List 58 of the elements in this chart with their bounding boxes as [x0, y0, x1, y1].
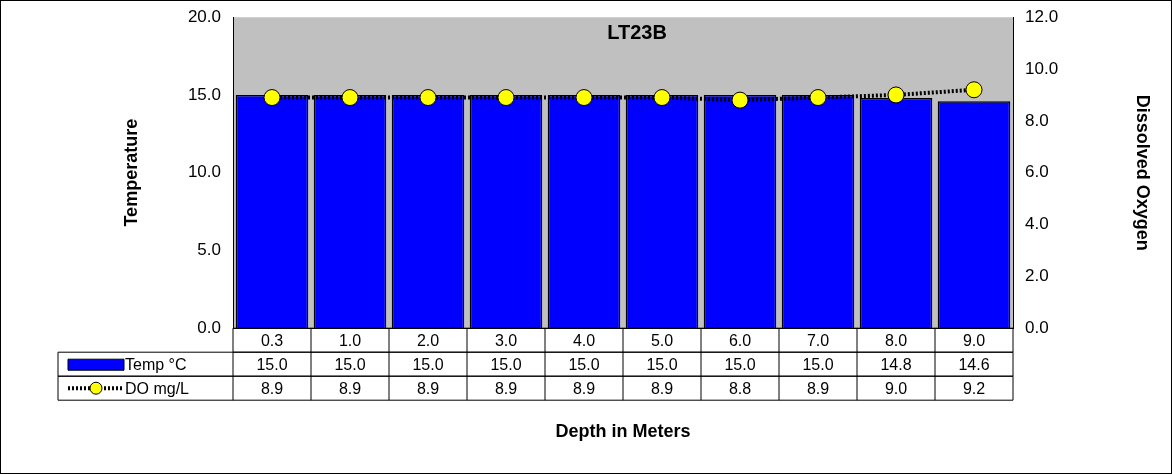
data-label: 8.9 — [806, 379, 830, 397]
legend-label: DO mg/L — [125, 379, 190, 397]
data-label: 9.2 — [962, 379, 986, 397]
data-label: 14.8 — [880, 355, 912, 373]
data-label: 9.0 — [884, 379, 908, 397]
point — [965, 81, 983, 99]
point — [887, 86, 905, 104]
y-tick-label: 20.0 — [187, 6, 221, 26]
y-tick-label: 10.0 — [187, 162, 221, 182]
chart-title: LT23B — [607, 20, 667, 43]
data-label: 15.0 — [490, 355, 522, 373]
point — [809, 89, 827, 107]
data-label: 8.9 — [494, 379, 518, 397]
data-label: 8.8 — [728, 379, 752, 397]
y-tick-label: 5.0 — [197, 240, 221, 260]
x-tick-label: 5.0 — [650, 332, 674, 350]
x-axis-title: Depth in Meters — [555, 421, 691, 442]
data-label: 15.0 — [256, 355, 288, 373]
y2-tick-label: 12.0 — [1025, 6, 1059, 26]
y-tick-label: 0.0 — [197, 317, 221, 337]
y2-tick-label: 8.0 — [1025, 110, 1049, 130]
x-tick-label: 6.0 — [728, 332, 752, 350]
data-label: 8.9 — [650, 379, 674, 397]
data-label: 8.9 — [572, 379, 596, 397]
point — [575, 89, 593, 107]
point — [731, 91, 749, 109]
legend-label: Temp °C — [125, 355, 187, 373]
data-label: 15.0 — [802, 355, 834, 373]
point — [341, 89, 359, 107]
data-label: 15.0 — [334, 355, 366, 373]
y-tick-label: 15.0 — [187, 84, 221, 104]
x-tick-label: 0.3 — [260, 332, 284, 350]
x-tick-label: 9.0 — [962, 332, 986, 350]
x-tick-label: 3.0 — [494, 332, 518, 350]
data-label: 15.0 — [568, 355, 600, 373]
x-tick-label: 8.0 — [884, 332, 908, 350]
y2-tick-label: 0.0 — [1025, 317, 1049, 337]
data-label: 14.6 — [958, 355, 990, 373]
point — [653, 89, 671, 107]
point — [497, 89, 515, 107]
y2-tick-label: 4.0 — [1025, 214, 1049, 234]
x-tick-label: 1.0 — [338, 332, 362, 350]
data-label: 15.0 — [724, 355, 756, 373]
y2-tick-label: 2.0 — [1025, 266, 1049, 286]
data-label: 15.0 — [412, 355, 444, 373]
y-axis-title: Temperature — [120, 118, 141, 227]
point — [263, 89, 281, 107]
data-label: 8.9 — [260, 379, 284, 397]
x-tick-label: 7.0 — [806, 332, 830, 350]
x-tick-label: 2.0 — [416, 332, 440, 350]
point — [419, 89, 437, 107]
data-label: 15.0 — [646, 355, 678, 373]
y2-axis-title: Dissolved Oxygen — [1133, 94, 1154, 251]
y2-tick-label: 10.0 — [1025, 58, 1059, 78]
data-label: 8.9 — [416, 379, 440, 397]
x-tick-label: 4.0 — [572, 332, 596, 350]
y2-tick-label: 6.0 — [1025, 162, 1049, 182]
data-label: 8.9 — [338, 379, 362, 397]
